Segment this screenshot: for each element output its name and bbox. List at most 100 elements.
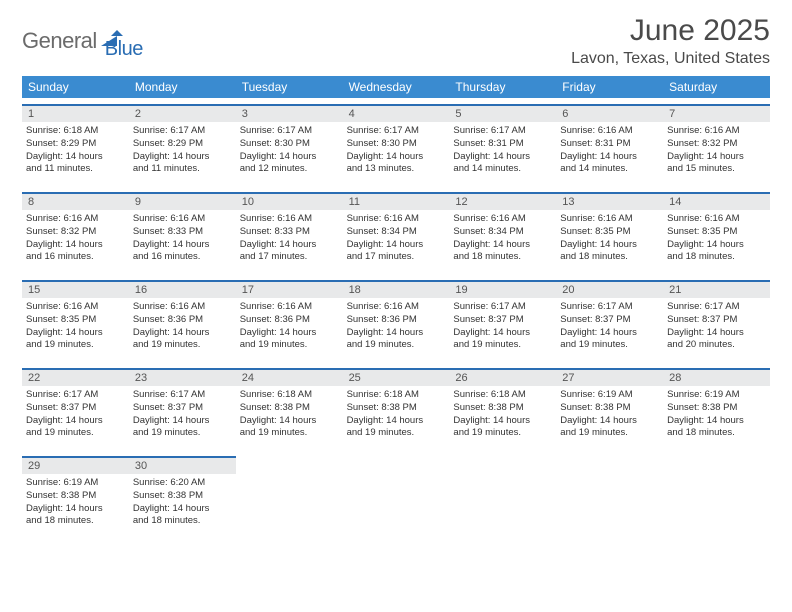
day-number: 20 bbox=[556, 282, 663, 298]
day-body: Sunrise: 6:16 AMSunset: 8:32 PMDaylight:… bbox=[663, 122, 770, 180]
day-d1: Daylight: 14 hours bbox=[453, 151, 552, 164]
day-d2: and 17 minutes. bbox=[240, 251, 339, 264]
day-body: Sunrise: 6:18 AMSunset: 8:38 PMDaylight:… bbox=[236, 386, 343, 444]
day-cell: 1Sunrise: 6:18 AMSunset: 8:29 PMDaylight… bbox=[22, 104, 129, 186]
dow-tuesday: Tuesday bbox=[236, 76, 343, 98]
logo-text-blue: Blue bbox=[105, 38, 143, 61]
day-ss: Sunset: 8:35 PM bbox=[560, 226, 659, 239]
day-d2: and 16 minutes. bbox=[26, 251, 125, 264]
day-cell: 19Sunrise: 6:17 AMSunset: 8:37 PMDayligh… bbox=[449, 280, 556, 362]
day-number: 29 bbox=[22, 458, 129, 474]
day-number: 25 bbox=[343, 370, 450, 386]
day-d2: and 19 minutes. bbox=[133, 427, 232, 440]
day-cell: 5Sunrise: 6:17 AMSunset: 8:31 PMDaylight… bbox=[449, 104, 556, 186]
day-sr: Sunrise: 6:18 AM bbox=[453, 389, 552, 402]
day-ss: Sunset: 8:37 PM bbox=[667, 314, 766, 327]
weeks-container: 1Sunrise: 6:18 AMSunset: 8:29 PMDaylight… bbox=[22, 104, 770, 538]
day-d2: and 18 minutes. bbox=[667, 251, 766, 264]
day-ss: Sunset: 8:36 PM bbox=[133, 314, 232, 327]
day-cell: 15Sunrise: 6:16 AMSunset: 8:35 PMDayligh… bbox=[22, 280, 129, 362]
day-body: Sunrise: 6:16 AMSunset: 8:33 PMDaylight:… bbox=[129, 210, 236, 268]
day-body: Sunrise: 6:17 AMSunset: 8:30 PMDaylight:… bbox=[236, 122, 343, 180]
day-d1: Daylight: 14 hours bbox=[240, 151, 339, 164]
week-row: 8Sunrise: 6:16 AMSunset: 8:32 PMDaylight… bbox=[22, 192, 770, 274]
day-sr: Sunrise: 6:16 AM bbox=[26, 213, 125, 226]
day-ss: Sunset: 8:37 PM bbox=[560, 314, 659, 327]
day-cell: 28Sunrise: 6:19 AMSunset: 8:38 PMDayligh… bbox=[663, 368, 770, 450]
day-ss: Sunset: 8:31 PM bbox=[453, 138, 552, 151]
day-d1: Daylight: 14 hours bbox=[667, 327, 766, 340]
day-ss: Sunset: 8:30 PM bbox=[347, 138, 446, 151]
day-d2: and 19 minutes. bbox=[26, 339, 125, 352]
day-d1: Daylight: 14 hours bbox=[133, 239, 232, 252]
day-cell: 26Sunrise: 6:18 AMSunset: 8:38 PMDayligh… bbox=[449, 368, 556, 450]
day-d1: Daylight: 14 hours bbox=[26, 151, 125, 164]
day-cell: 21Sunrise: 6:17 AMSunset: 8:37 PMDayligh… bbox=[663, 280, 770, 362]
day-sr: Sunrise: 6:17 AM bbox=[453, 301, 552, 314]
day-number: 24 bbox=[236, 370, 343, 386]
day-ss: Sunset: 8:33 PM bbox=[240, 226, 339, 239]
day-number: 10 bbox=[236, 194, 343, 210]
day-d2: and 19 minutes. bbox=[560, 427, 659, 440]
day-d2: and 18 minutes. bbox=[560, 251, 659, 264]
day-ss: Sunset: 8:37 PM bbox=[453, 314, 552, 327]
day-body: Sunrise: 6:17 AMSunset: 8:30 PMDaylight:… bbox=[343, 122, 450, 180]
day-d1: Daylight: 14 hours bbox=[26, 415, 125, 428]
day-sr: Sunrise: 6:17 AM bbox=[560, 301, 659, 314]
day-number: 17 bbox=[236, 282, 343, 298]
day-body: Sunrise: 6:17 AMSunset: 8:37 PMDaylight:… bbox=[556, 298, 663, 356]
day-d1: Daylight: 14 hours bbox=[347, 415, 446, 428]
day-number: 27 bbox=[556, 370, 663, 386]
day-sr: Sunrise: 6:16 AM bbox=[347, 213, 446, 226]
day-sr: Sunrise: 6:16 AM bbox=[240, 301, 339, 314]
day-d1: Daylight: 14 hours bbox=[667, 239, 766, 252]
day-cell: 8Sunrise: 6:16 AMSunset: 8:32 PMDaylight… bbox=[22, 192, 129, 274]
day-cell: 18Sunrise: 6:16 AMSunset: 8:36 PMDayligh… bbox=[343, 280, 450, 362]
day-cell-empty bbox=[663, 456, 770, 538]
day-ss: Sunset: 8:33 PM bbox=[133, 226, 232, 239]
day-sr: Sunrise: 6:16 AM bbox=[26, 301, 125, 314]
day-sr: Sunrise: 6:17 AM bbox=[133, 125, 232, 138]
day-ss: Sunset: 8:31 PM bbox=[560, 138, 659, 151]
day-d1: Daylight: 14 hours bbox=[560, 327, 659, 340]
day-number: 16 bbox=[129, 282, 236, 298]
day-d2: and 15 minutes. bbox=[667, 163, 766, 176]
day-sr: Sunrise: 6:16 AM bbox=[667, 125, 766, 138]
day-d2: and 19 minutes. bbox=[453, 427, 552, 440]
day-d1: Daylight: 14 hours bbox=[347, 151, 446, 164]
day-number: 12 bbox=[449, 194, 556, 210]
day-d2: and 19 minutes. bbox=[560, 339, 659, 352]
day-number: 5 bbox=[449, 106, 556, 122]
day-d1: Daylight: 14 hours bbox=[667, 151, 766, 164]
day-sr: Sunrise: 6:16 AM bbox=[560, 125, 659, 138]
day-number: 15 bbox=[22, 282, 129, 298]
day-sr: Sunrise: 6:17 AM bbox=[133, 389, 232, 402]
day-d2: and 18 minutes. bbox=[667, 427, 766, 440]
day-sr: Sunrise: 6:16 AM bbox=[347, 301, 446, 314]
day-number: 8 bbox=[22, 194, 129, 210]
day-body: Sunrise: 6:16 AMSunset: 8:34 PMDaylight:… bbox=[343, 210, 450, 268]
day-d2: and 13 minutes. bbox=[347, 163, 446, 176]
logo-text-gray: General bbox=[22, 28, 97, 54]
day-cell: 13Sunrise: 6:16 AMSunset: 8:35 PMDayligh… bbox=[556, 192, 663, 274]
day-ss: Sunset: 8:32 PM bbox=[26, 226, 125, 239]
day-body: Sunrise: 6:16 AMSunset: 8:34 PMDaylight:… bbox=[449, 210, 556, 268]
day-cell: 22Sunrise: 6:17 AMSunset: 8:37 PMDayligh… bbox=[22, 368, 129, 450]
day-number: 9 bbox=[129, 194, 236, 210]
day-number: 28 bbox=[663, 370, 770, 386]
day-cell-empty bbox=[236, 456, 343, 538]
day-body: Sunrise: 6:16 AMSunset: 8:33 PMDaylight:… bbox=[236, 210, 343, 268]
day-cell: 24Sunrise: 6:18 AMSunset: 8:38 PMDayligh… bbox=[236, 368, 343, 450]
day-sr: Sunrise: 6:17 AM bbox=[347, 125, 446, 138]
day-ss: Sunset: 8:38 PM bbox=[133, 490, 232, 503]
day-d1: Daylight: 14 hours bbox=[240, 327, 339, 340]
day-ss: Sunset: 8:38 PM bbox=[347, 402, 446, 415]
day-d1: Daylight: 14 hours bbox=[667, 415, 766, 428]
week-row: 1Sunrise: 6:18 AMSunset: 8:29 PMDaylight… bbox=[22, 104, 770, 186]
calendar-page: General Blue June 2025 Lavon, Texas, Uni… bbox=[0, 0, 792, 538]
day-sr: Sunrise: 6:19 AM bbox=[560, 389, 659, 402]
day-sr: Sunrise: 6:17 AM bbox=[240, 125, 339, 138]
day-number: 11 bbox=[343, 194, 450, 210]
day-body: Sunrise: 6:19 AMSunset: 8:38 PMDaylight:… bbox=[556, 386, 663, 444]
day-d2: and 19 minutes. bbox=[26, 427, 125, 440]
